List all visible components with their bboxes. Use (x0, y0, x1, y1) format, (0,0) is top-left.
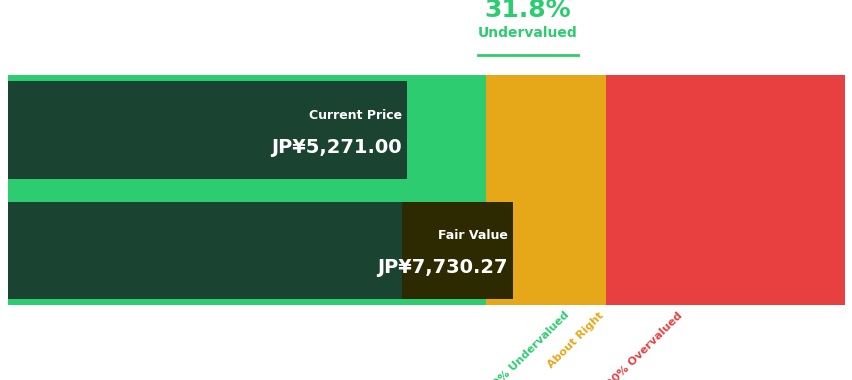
Bar (8, 201, 512, 299)
Bar (8, 75, 486, 305)
Text: Fair Value: Fair Value (437, 230, 507, 242)
Bar (486, 75, 605, 305)
Text: Current Price: Current Price (308, 109, 402, 122)
Text: 31.8%: 31.8% (484, 0, 570, 22)
Bar (605, 75, 844, 305)
Text: About Right: About Right (545, 310, 605, 370)
Text: Undervalued: Undervalued (477, 26, 577, 40)
Text: JP¥7,730.27: JP¥7,730.27 (377, 258, 507, 277)
Bar (8, 81, 406, 179)
Text: JP¥5,271.00: JP¥5,271.00 (271, 138, 402, 157)
Text: 20% Overvalued: 20% Overvalued (605, 310, 684, 380)
Text: 20% Undervalued: 20% Undervalued (486, 310, 570, 380)
Bar (402, 201, 512, 299)
